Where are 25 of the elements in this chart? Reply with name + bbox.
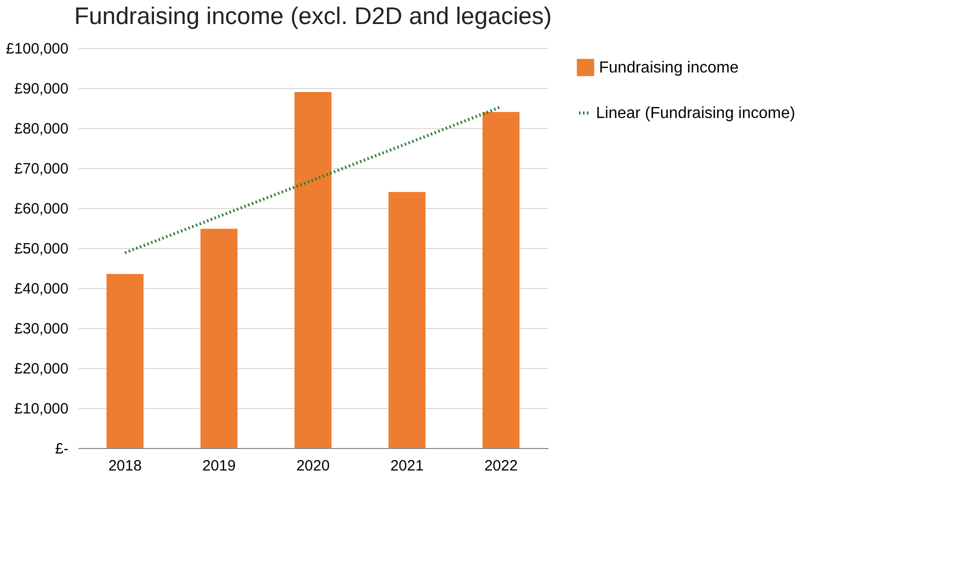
- legend-label: Fundraising income: [599, 60, 739, 76]
- y-tick-label: £30,000: [14, 320, 68, 338]
- x-tick-label: 2022: [484, 458, 518, 474]
- legend-label: Linear (Fundraising income): [596, 105, 796, 122]
- x-tick-label: 2018: [108, 458, 142, 474]
- x-tick-label: 2020: [296, 458, 330, 474]
- bar: [200, 228, 238, 448]
- x-tick-label: 2021: [390, 458, 424, 474]
- y-tick-label: £80,000: [14, 120, 68, 138]
- line-series: [124, 105, 502, 254]
- y-tick-label: £100,000: [6, 40, 68, 58]
- bar: [294, 92, 332, 448]
- y-tick-label: £40,000: [14, 280, 68, 298]
- chart-title: Fundraising income (excl. D2D and legacies): [74, 3, 552, 30]
- y-tick-label: £70,000: [14, 160, 68, 178]
- y-tick-label: £60,000: [14, 200, 68, 218]
- y-tick-label: £90,000: [14, 80, 68, 98]
- bar: [482, 112, 520, 448]
- y-tick-label: £50,000: [14, 240, 68, 258]
- y-tick-label: £10,000: [14, 400, 68, 418]
- y-tick-label: £20,000: [14, 360, 68, 378]
- x-tick-label: 2019: [202, 458, 236, 474]
- bar: [388, 192, 426, 448]
- bar: [106, 274, 144, 448]
- y-tick-label: £-: [55, 440, 68, 458]
